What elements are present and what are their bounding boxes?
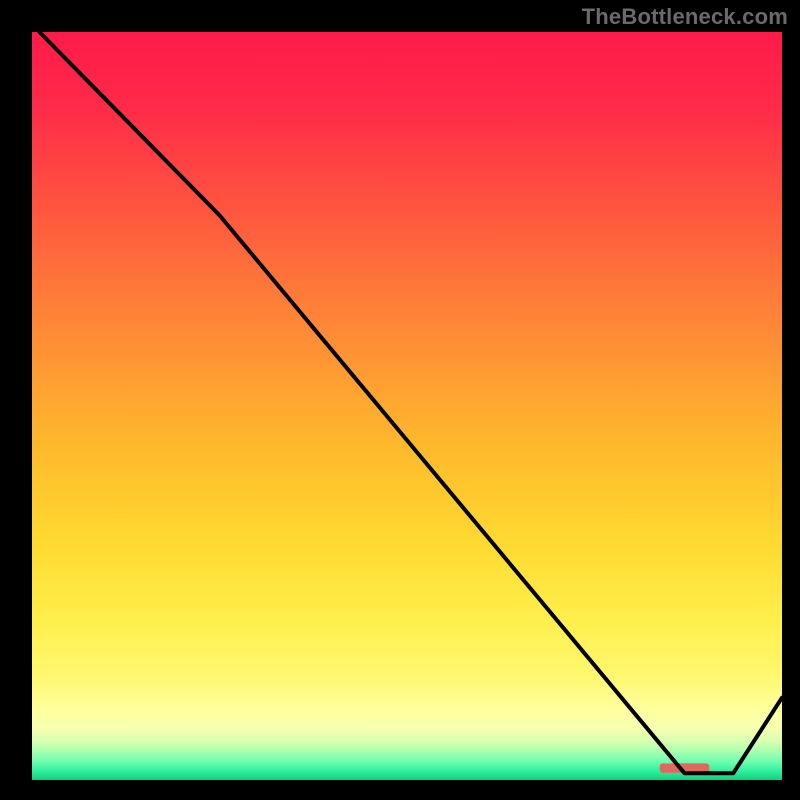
chart-container: TheBottleneck.com <box>0 0 800 800</box>
attribution-label: TheBottleneck.com <box>582 4 788 30</box>
plot-background <box>32 32 782 780</box>
bottleneck-chart <box>0 0 800 800</box>
